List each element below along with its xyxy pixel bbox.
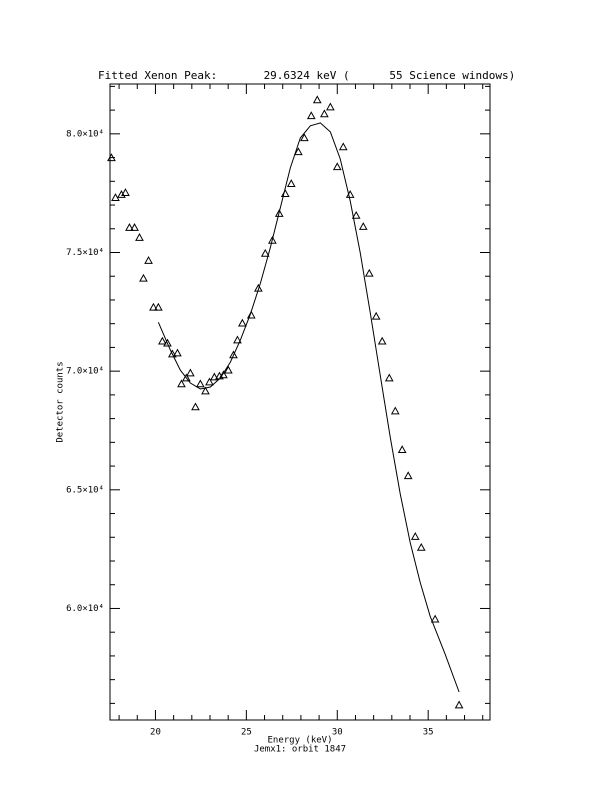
data-point xyxy=(125,223,134,231)
data-point xyxy=(312,95,322,104)
x-tick-label: 30 xyxy=(332,728,343,738)
data-point xyxy=(121,188,130,196)
fit-line xyxy=(157,122,460,693)
data-point xyxy=(410,532,420,540)
data-point xyxy=(205,377,214,386)
data-point xyxy=(397,445,407,453)
data-point xyxy=(186,368,195,377)
data-point xyxy=(430,614,440,623)
data-point xyxy=(320,109,329,118)
data-point xyxy=(358,222,368,230)
data-point xyxy=(163,338,172,347)
data-point xyxy=(364,268,374,277)
data-point xyxy=(130,223,139,231)
data-point xyxy=(177,379,186,388)
data-point xyxy=(210,372,219,381)
data-point xyxy=(377,336,387,345)
data-point xyxy=(351,210,361,219)
y-tick-label: 7.0×10⁴ xyxy=(66,367,104,377)
data-point xyxy=(233,335,242,344)
data-point xyxy=(229,350,238,359)
data-point xyxy=(168,349,177,358)
data-point xyxy=(294,147,303,156)
data-point xyxy=(107,153,116,162)
y-tick-label: 8.0×10⁴ xyxy=(66,129,104,139)
x-axis-label: Energy (keV) xyxy=(267,736,332,746)
data-point xyxy=(260,248,270,257)
data-point xyxy=(111,193,120,201)
data-point xyxy=(246,310,256,319)
x-tick-label: 20 xyxy=(150,728,161,738)
data-point xyxy=(390,406,400,415)
data-point xyxy=(154,302,163,311)
data-point xyxy=(201,386,210,395)
plot-frame xyxy=(109,83,491,721)
data-point xyxy=(144,256,153,264)
data-point xyxy=(306,111,316,120)
data-point xyxy=(158,336,167,345)
data-point xyxy=(332,162,342,171)
data-point xyxy=(268,235,277,244)
y-axis-label: Detector counts xyxy=(56,361,66,442)
data-point xyxy=(338,142,348,151)
data-point xyxy=(149,302,158,311)
y-tick-label: 7.5×10⁴ xyxy=(66,248,104,258)
data-point xyxy=(454,700,464,709)
x-tick-label: 25 xyxy=(241,728,252,738)
y-tick-label: 6.0×10⁴ xyxy=(66,604,104,614)
data-point xyxy=(173,348,182,357)
data-point xyxy=(300,133,309,142)
data-point xyxy=(416,542,426,551)
x-tick-label: 35 xyxy=(423,728,434,738)
data-point xyxy=(219,370,228,379)
data-point xyxy=(286,179,296,187)
data-point xyxy=(384,373,394,382)
data-point xyxy=(224,365,233,374)
subtitle: Jemx1: orbit 1847 xyxy=(254,745,346,755)
chart-title: Fitted Xenon Peak: 29.6324 keV ( 55 Scie… xyxy=(98,69,515,82)
data-point xyxy=(274,209,284,217)
data-point xyxy=(182,373,191,382)
data-point xyxy=(139,273,148,282)
data-point xyxy=(371,311,381,320)
data-point xyxy=(196,379,205,388)
data-point xyxy=(238,318,247,327)
y-tick-label: 6.5×10⁴ xyxy=(66,485,104,495)
data-point xyxy=(191,402,200,411)
data-point xyxy=(135,233,144,241)
data-point xyxy=(326,102,335,111)
data-point xyxy=(403,471,413,480)
